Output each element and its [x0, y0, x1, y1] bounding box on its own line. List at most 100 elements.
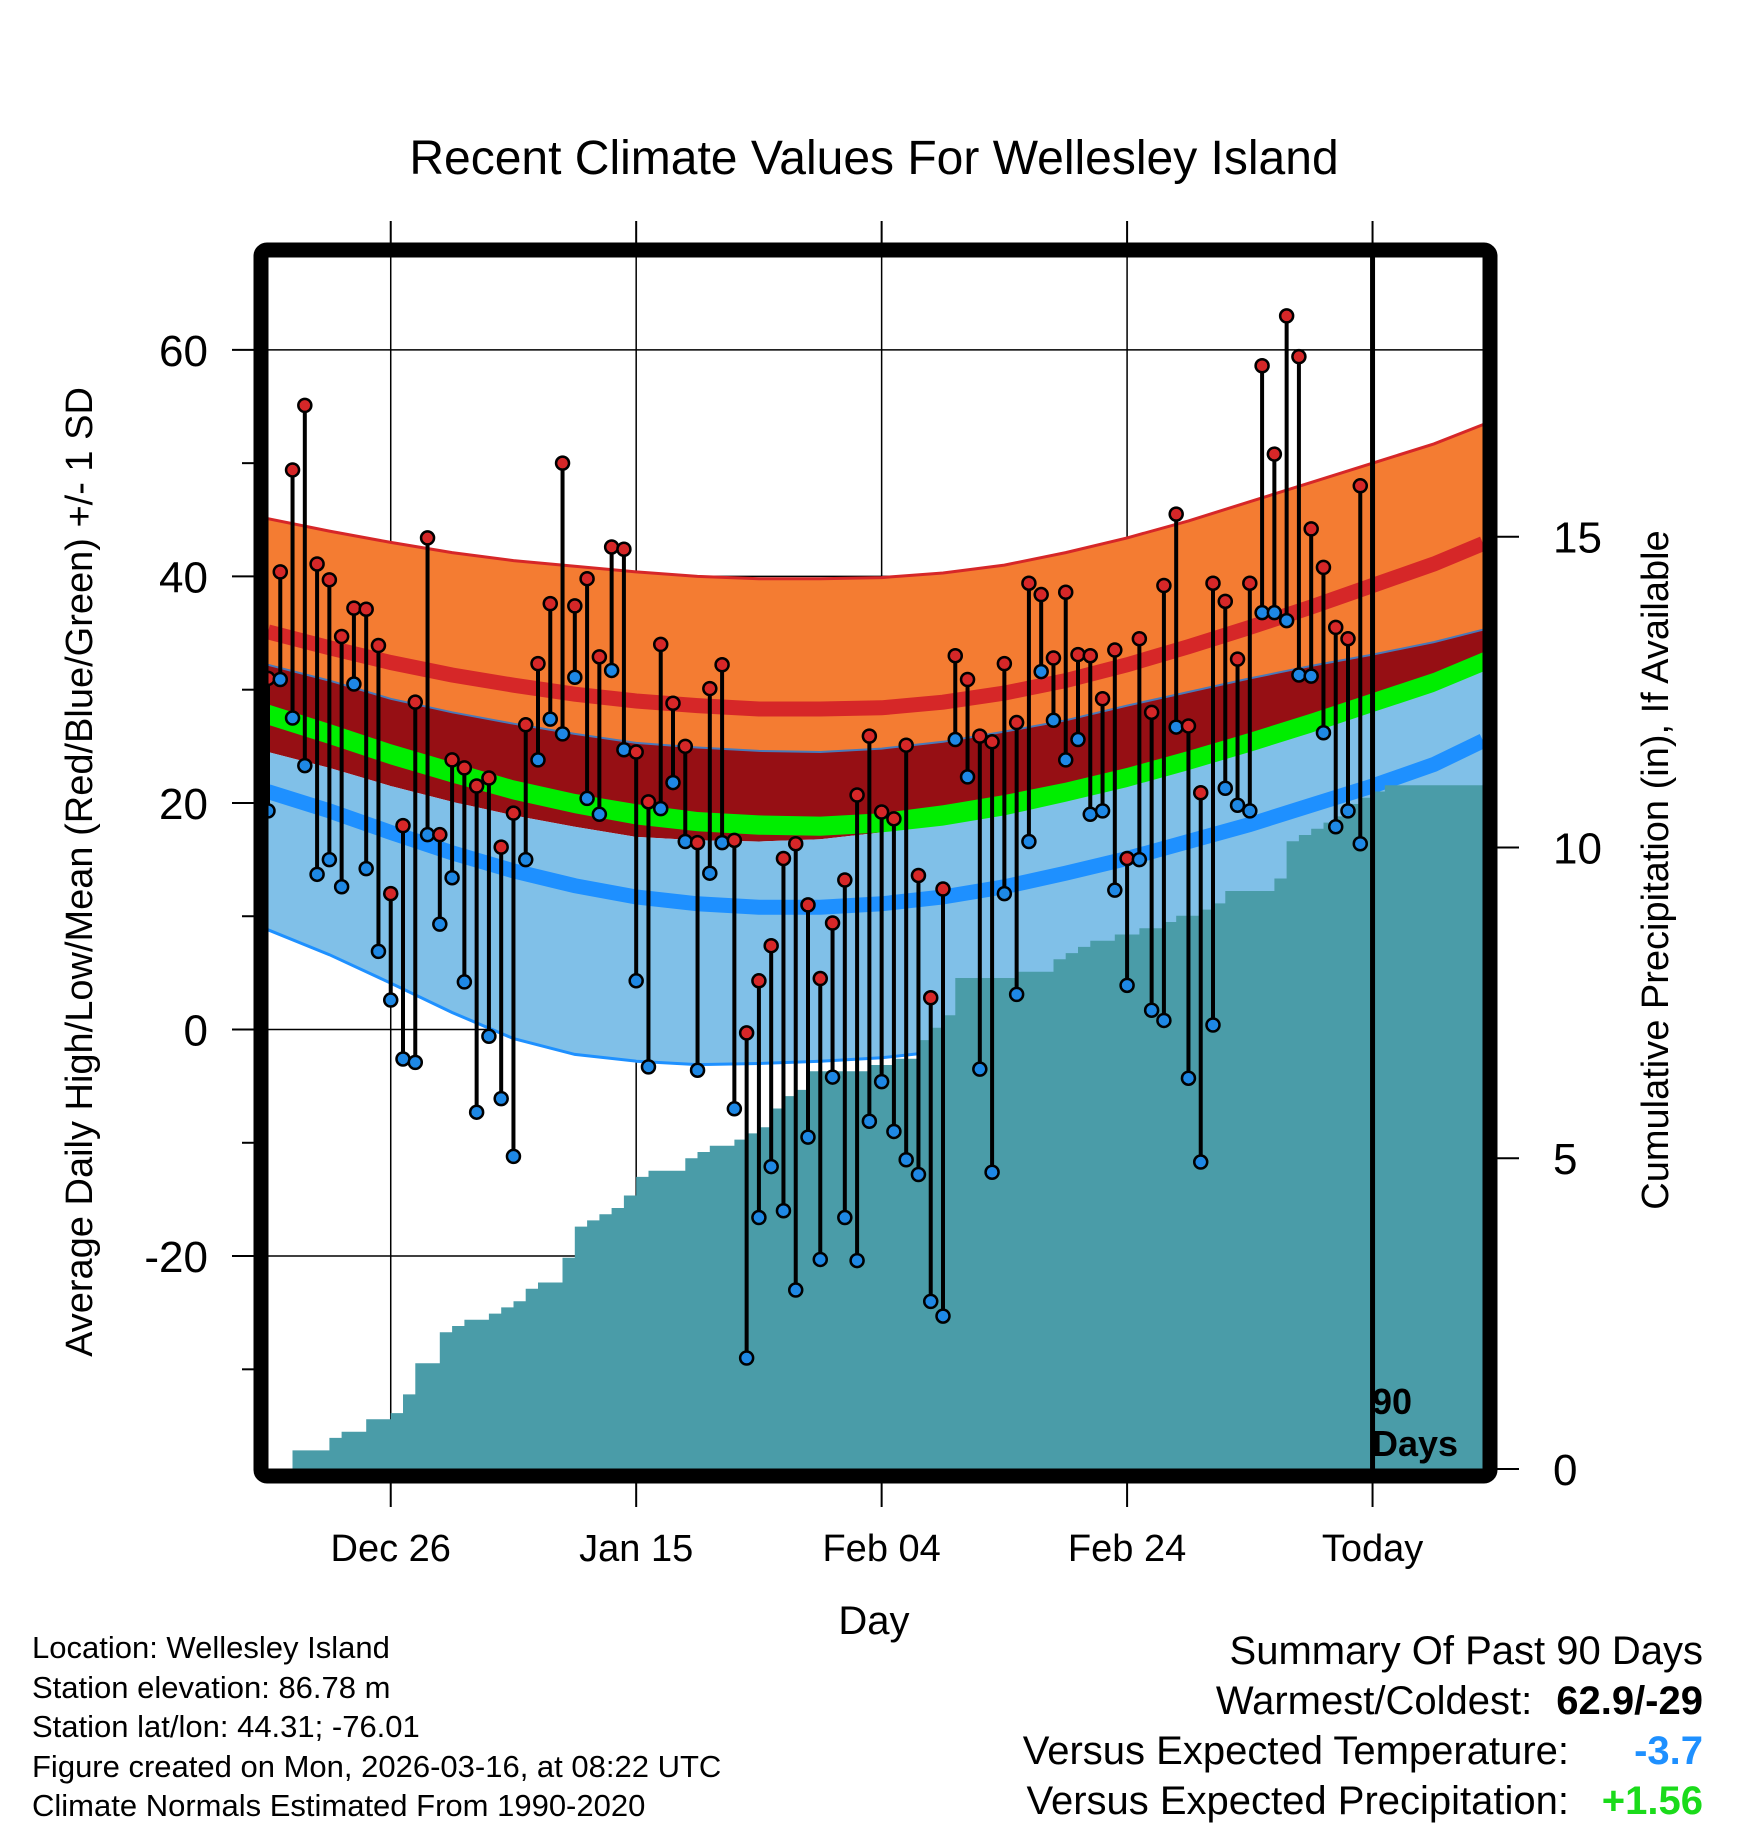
low-point — [358, 860, 374, 877]
low-point — [1291, 667, 1307, 683]
high-point — [505, 805, 522, 821]
chart-title: Recent Climate Values For Wellesley Isla… — [409, 132, 1338, 185]
summary-panel: Summary Of Past 90 Days Warmest/Coldest:… — [803, 1626, 1703, 1826]
high-point — [726, 832, 743, 849]
high-point — [554, 455, 571, 471]
low-point — [1143, 1002, 1160, 1019]
high-point — [910, 867, 927, 884]
warmest-label: Warmest/Coldest: — [1215, 1679, 1533, 1723]
high-point — [873, 804, 890, 820]
high-point — [358, 601, 374, 618]
high-point — [284, 462, 301, 478]
low-point — [1107, 882, 1123, 898]
warmest-value: 62.9/-29 — [1556, 1679, 1703, 1723]
high-point — [567, 598, 583, 614]
low-point — [677, 833, 694, 850]
low-point — [321, 851, 338, 868]
high-point — [1340, 630, 1356, 647]
low-point — [591, 806, 608, 823]
location-text: Location: Wellesley Island — [32, 1630, 390, 1665]
high-point — [1057, 584, 1074, 601]
low-point — [1082, 806, 1099, 823]
low-point — [1217, 780, 1234, 796]
high-point — [1107, 642, 1123, 658]
plot-border — [253, 242, 1498, 1484]
high-point — [1008, 714, 1025, 731]
high-point — [947, 647, 964, 664]
low-point — [873, 1073, 890, 1090]
high-point — [665, 695, 681, 712]
low-point — [861, 1113, 878, 1130]
low-point — [1119, 977, 1135, 994]
y-tick-label: 40 — [159, 553, 208, 602]
low-point — [1278, 612, 1295, 629]
high-point — [849, 787, 865, 803]
high-point — [1315, 559, 1332, 576]
high-point — [1205, 575, 1221, 591]
high-point — [1254, 357, 1270, 374]
low-point — [1008, 986, 1025, 1003]
low-point — [297, 757, 313, 774]
high-point — [616, 541, 632, 557]
high-point — [1045, 650, 1062, 666]
low-point — [567, 669, 583, 685]
low-point — [763, 1158, 779, 1175]
high-point — [1217, 593, 1234, 610]
low-point — [554, 726, 571, 742]
high-point — [1082, 647, 1099, 664]
high-point — [1180, 718, 1197, 734]
high-point — [1229, 651, 1246, 667]
precip-label: Versus Expected Precipitation: — [1026, 1779, 1569, 1823]
high-point — [1119, 850, 1135, 867]
high-point — [542, 595, 559, 612]
y-tick-label: 0 — [184, 1007, 208, 1056]
high-point — [837, 872, 853, 888]
low-point — [775, 1202, 792, 1219]
high-point — [1266, 446, 1283, 462]
high-point — [272, 564, 289, 580]
high-point — [972, 728, 988, 744]
high-point — [1352, 478, 1369, 494]
low-point — [616, 741, 632, 758]
x-tick-label: Jan 15 — [579, 1528, 693, 1570]
high-point — [1143, 704, 1160, 721]
x-tick-label: Today — [1322, 1528, 1423, 1570]
low-point — [1094, 803, 1111, 819]
low-point — [800, 1129, 816, 1145]
high-point — [824, 915, 841, 931]
high-point — [1192, 785, 1209, 801]
low-point — [517, 851, 534, 868]
low-point — [886, 1123, 902, 1140]
low-point — [1327, 819, 1344, 835]
low-point — [640, 1059, 657, 1075]
summary-heading: Summary Of Past 90 Days — [1229, 1629, 1703, 1673]
low-point — [751, 1209, 767, 1226]
high-point — [493, 839, 509, 855]
low-point — [1266, 604, 1283, 621]
high-point — [800, 897, 816, 913]
high-point — [751, 973, 767, 989]
low-point — [837, 1209, 853, 1226]
high-point — [677, 738, 694, 755]
low-point — [1229, 797, 1246, 813]
summary-temp-row: Versus Expected Temperature: -3.7 — [803, 1726, 1703, 1776]
high-point — [407, 694, 424, 710]
high-point — [640, 794, 657, 810]
high-point — [935, 881, 951, 897]
high-point — [886, 811, 902, 827]
today-marker-label-line1: 90 — [1372, 1381, 1412, 1422]
y-tick-label: 60 — [159, 327, 208, 376]
high-point — [579, 570, 595, 587]
low-point — [824, 1069, 841, 1085]
low-point — [1180, 1070, 1197, 1086]
low-point — [1352, 835, 1369, 852]
low-point — [1021, 833, 1037, 850]
high-point — [333, 628, 350, 645]
low-point — [1242, 803, 1258, 819]
low-point — [346, 676, 362, 692]
low-point — [665, 774, 681, 791]
high-point — [898, 737, 914, 753]
high-point — [382, 885, 399, 902]
plot-frame — [253, 242, 1498, 1484]
high-point — [1291, 348, 1307, 365]
